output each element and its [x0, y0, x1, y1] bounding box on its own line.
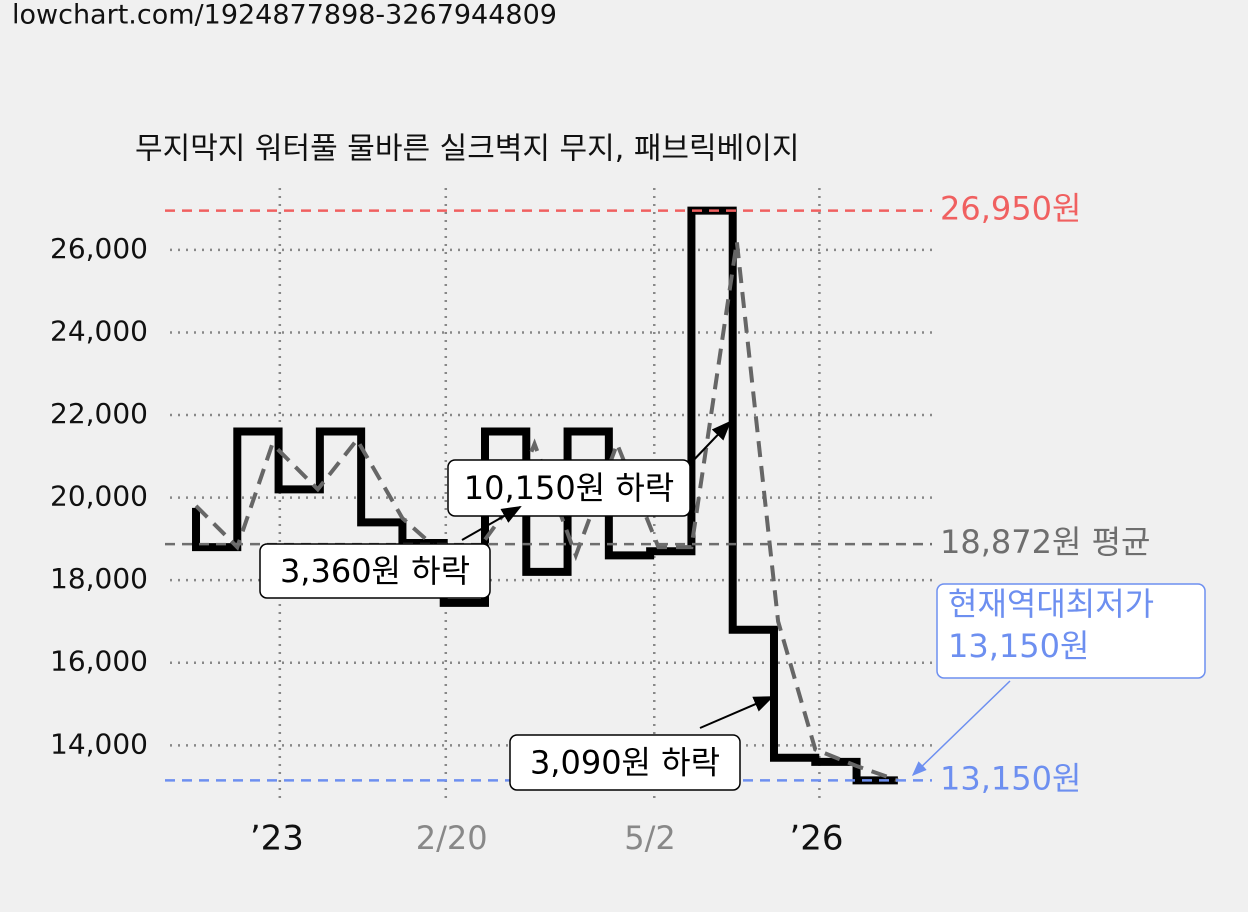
annotation-box: [447, 459, 691, 517]
x-tick-label: 2/20: [416, 819, 488, 857]
annotation-box: [259, 543, 491, 599]
annotation-text: 3,090원 하락: [530, 744, 720, 782]
annotation-text: 3,360원 하락: [280, 552, 470, 590]
trend-line: [194, 241, 899, 783]
callout-text: 현재역대최저가: [948, 585, 1154, 623]
reference-label: 18,872원 평균: [940, 523, 1150, 561]
chart-title: 무지막지 워터풀 물바른 실크벽지 무지, 패브릭베이지: [135, 132, 799, 167]
price-line: [192, 206, 898, 785]
annotation-arrow: [699, 696, 774, 729]
y-tick-label: 18,000: [50, 562, 148, 595]
callout-text: 13,150원: [948, 627, 1089, 665]
reference-label: 26,950원: [940, 190, 1081, 228]
reference-label: 13,150원: [940, 759, 1081, 797]
x-tick-label: ’26: [789, 819, 843, 859]
annotation-text: 10,150원 하락: [464, 469, 674, 507]
y-tick-label: 24,000: [50, 314, 148, 347]
y-tick-label: 26,000: [50, 232, 148, 265]
annotation-box: [509, 734, 741, 791]
y-tick-label: 22,000: [50, 397, 148, 430]
annotation-arrow: [461, 506, 522, 541]
y-tick-label: 16,000: [50, 645, 148, 678]
y-tick-label: 14,000: [50, 727, 148, 760]
x-tick-label: 5/2: [624, 819, 676, 857]
x-tick-label: ’23: [250, 819, 304, 859]
y-tick-label: 20,000: [50, 480, 148, 513]
callout-box: [936, 583, 1206, 679]
annotation-arrow: [687, 420, 732, 467]
header-url: lowchart.com/1924877898-3267944809: [12, 0, 557, 31]
callout-arrow: [911, 680, 1011, 777]
